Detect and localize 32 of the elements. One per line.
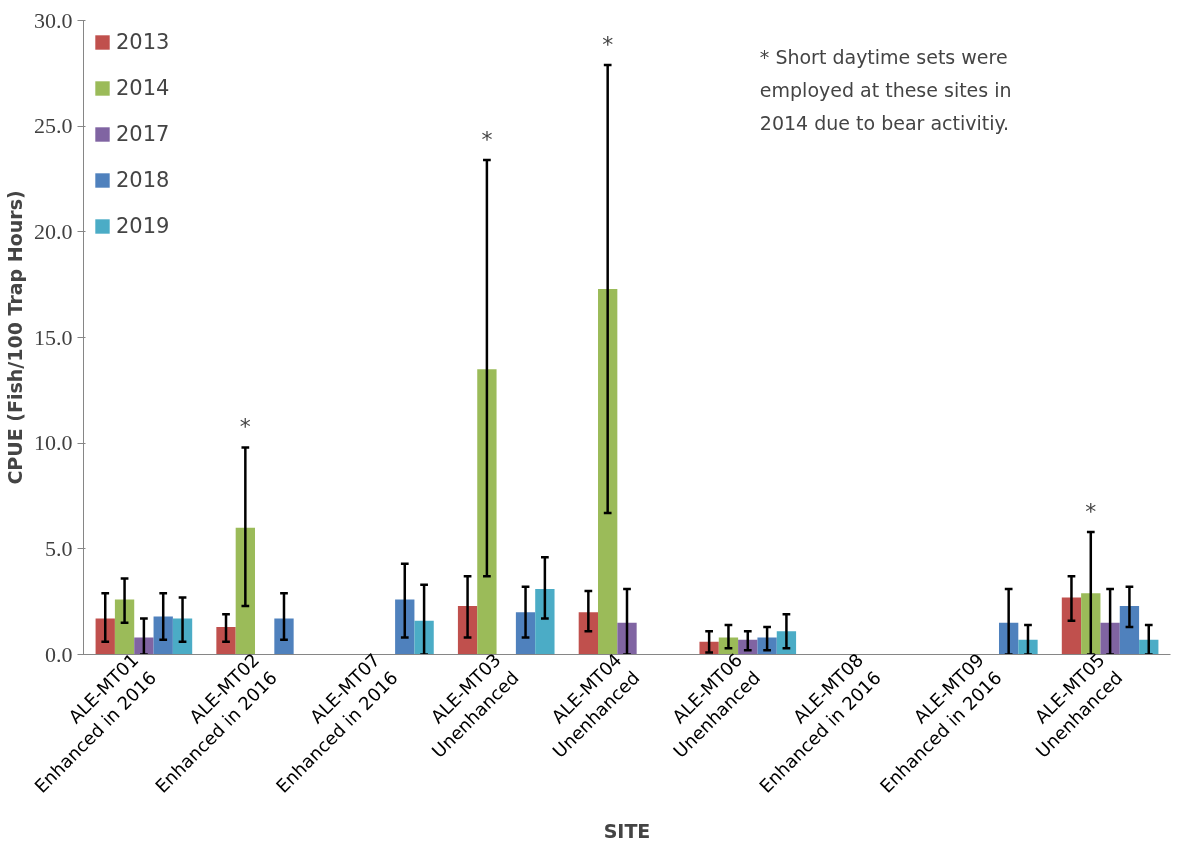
bar — [153, 616, 173, 655]
legend-label: 2014 — [116, 76, 170, 100]
legend-label: 2013 — [116, 30, 170, 54]
bar — [95, 618, 115, 655]
bar — [216, 627, 236, 655]
y-tick-label: 30.0 — [34, 7, 73, 33]
annotation: * Short daytime sets were employed at these sites in 2014 due to bear activitiy. — [759, 45, 1012, 134]
y-tick-label: 10.0 — [34, 430, 73, 456]
bar — [1061, 597, 1082, 655]
legend-label: 2018 — [116, 168, 170, 192]
y-tick-label: 20.0 — [34, 218, 73, 244]
bar — [274, 618, 294, 655]
y-axis-title: CPUE (Fish/100 Trap Hours) — [4, 190, 26, 485]
y-tick-label: 0.0 — [45, 641, 73, 667]
bar — [598, 288, 618, 655]
bar — [535, 588, 555, 655]
bar — [395, 599, 415, 655]
legend-label: 2017 — [116, 122, 170, 146]
bar — [1119, 605, 1140, 655]
bar — [578, 612, 599, 655]
y-tick-label: 15.0 — [34, 324, 73, 350]
annotation: * — [602, 31, 614, 57]
y-tick-label: 25.0 — [34, 113, 73, 139]
bar — [477, 369, 497, 655]
bar — [114, 599, 135, 655]
y-tick-label: 5.0 — [45, 535, 73, 561]
annotation: * — [239, 414, 251, 440]
annotation: * — [481, 126, 493, 152]
x-axis-title: SITE — [603, 820, 651, 843]
legend-label: 2019 — [116, 214, 170, 238]
annotation: * — [1085, 498, 1097, 524]
bar — [235, 527, 255, 655]
